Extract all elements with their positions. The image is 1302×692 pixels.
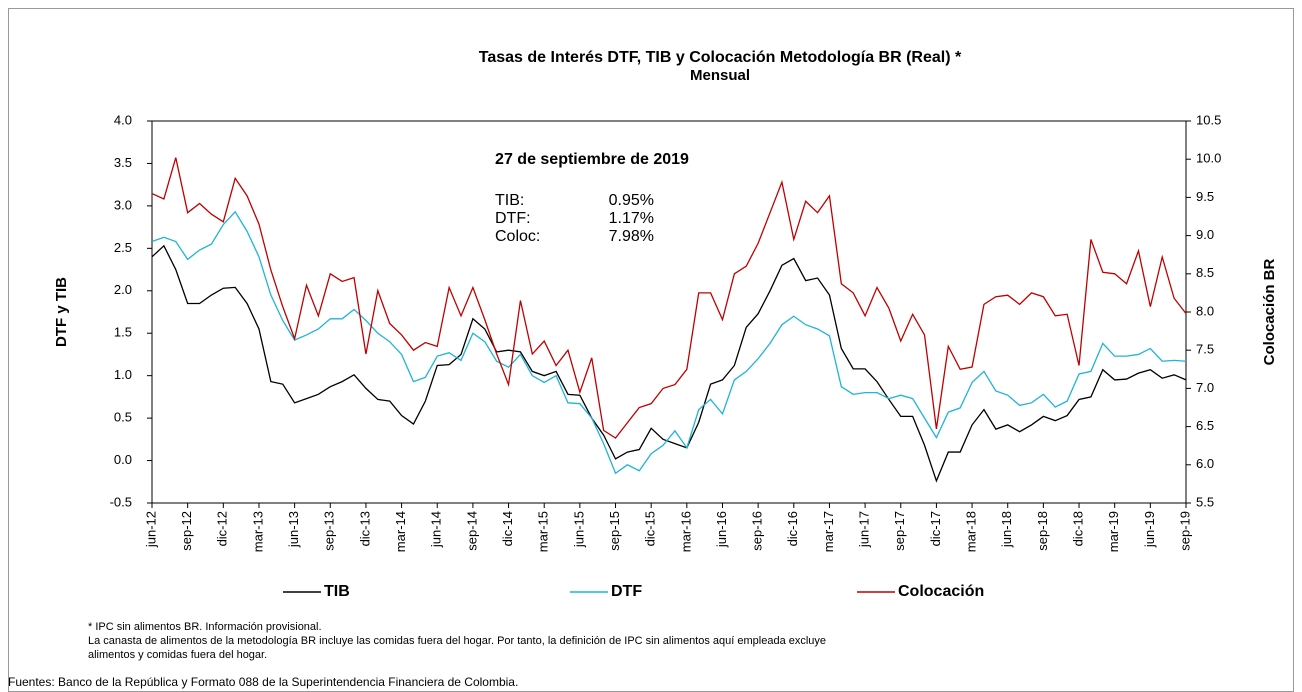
y2-axis-label: Colocación BR xyxy=(1261,258,1278,365)
annotation-label: Coloc: xyxy=(495,228,540,245)
annotation-label: TIB: xyxy=(495,192,524,209)
x-tick-label: jun-17 xyxy=(857,511,872,548)
chart-title: Tasas de Interés DTF, TIB y Colocación M… xyxy=(479,49,962,66)
x-tick-label: mar-14 xyxy=(393,511,408,552)
yticks-label: 3.5 xyxy=(114,155,132,170)
x-tick-label: sep-19 xyxy=(1177,511,1192,551)
y2ticks-label: 10.0 xyxy=(1196,151,1221,166)
x-tick-label: dic-12 xyxy=(215,511,230,546)
y2ticks-label: 7.5 xyxy=(1196,342,1214,357)
y2ticks-label: 7.0 xyxy=(1196,380,1214,395)
y2ticks-label: 8.0 xyxy=(1196,303,1214,318)
x-tick-label: jun-19 xyxy=(1142,511,1157,548)
x-tick-label: dic-17 xyxy=(928,511,943,546)
note: La canasta de alimentos de la metodologí… xyxy=(88,635,826,647)
note: * IPC sin alimentos BR. Información prov… xyxy=(88,621,322,633)
annotation-title: 27 de septiembre de 2019 xyxy=(495,151,689,168)
legend-label: Colocación xyxy=(898,583,984,600)
x-tick-label: jun-13 xyxy=(286,511,301,548)
yticks-label: 0.5 xyxy=(114,410,132,425)
annotation-label: DTF: xyxy=(495,210,531,227)
y2ticks-label: 6.0 xyxy=(1196,456,1214,471)
x-tick-label: jun-16 xyxy=(714,511,729,548)
x-tick-label: jun-14 xyxy=(429,511,444,548)
legend-label: DTF xyxy=(611,583,642,600)
y-axis-label: DTF y TIB xyxy=(53,277,70,347)
y2ticks-label: 9.0 xyxy=(1196,227,1214,242)
x-tick-label: dic-15 xyxy=(643,511,658,546)
y2ticks-label: 8.5 xyxy=(1196,265,1214,280)
x-tick-label: sep-18 xyxy=(1035,511,1050,551)
yticks-label: 4.0 xyxy=(114,112,132,127)
x-tick-label: dic-16 xyxy=(785,511,800,546)
x-tick-label: sep-15 xyxy=(607,511,622,551)
y2ticks-label: 9.5 xyxy=(1196,189,1214,204)
x-tick-label: mar-18 xyxy=(964,511,979,552)
yticks-label: 0.0 xyxy=(114,452,132,467)
yticks-label: 1.5 xyxy=(114,325,132,340)
x-tick-label: sep-12 xyxy=(179,511,194,551)
annotation-value: 7.98% xyxy=(609,228,654,245)
series-line xyxy=(151,157,1187,439)
x-tick-label: jun-15 xyxy=(571,511,586,548)
x-tick-label: sep-17 xyxy=(892,511,907,551)
annotation-value: 0.95% xyxy=(609,192,654,209)
x-tick-label: dic-14 xyxy=(500,511,515,546)
source: Fuentes: Banco de la República y Formato… xyxy=(8,675,518,689)
x-tick-label: jun-12 xyxy=(143,511,158,548)
x-tick-label: mar-13 xyxy=(250,511,265,552)
x-tick-label: sep-16 xyxy=(750,511,765,551)
annotation-value: 1.17% xyxy=(609,210,654,227)
y2ticks-label: 10.5 xyxy=(1196,112,1221,127)
series-line xyxy=(151,244,1187,483)
series-line xyxy=(151,210,1187,475)
legend-label: TIB xyxy=(324,583,350,600)
x-tick-label: mar-16 xyxy=(678,511,693,552)
note: alimentos y comidas fuera del hogar. xyxy=(88,649,267,661)
y2ticks-label: 5.5 xyxy=(1196,494,1214,509)
x-tick-label: jun-18 xyxy=(999,511,1014,548)
x-tick-label: mar-17 xyxy=(821,511,836,552)
chart-subtitle: Mensual xyxy=(690,67,750,84)
x-tick-label: dic-13 xyxy=(357,511,372,546)
yticks-label: 1.0 xyxy=(114,367,132,382)
plot-area xyxy=(151,120,1187,504)
x-tick-label: dic-18 xyxy=(1070,511,1085,546)
yticks-label: 2.5 xyxy=(114,240,132,255)
yticks-label: 3.0 xyxy=(114,197,132,212)
yticks-label: 2.0 xyxy=(114,282,132,297)
x-tick-label: sep-14 xyxy=(464,511,479,551)
x-tick-label: sep-13 xyxy=(322,511,337,551)
x-tick-label: mar-15 xyxy=(536,511,551,552)
frame xyxy=(8,8,1294,692)
x-tick-label: mar-19 xyxy=(1106,511,1121,552)
yticks-label: -0.5 xyxy=(110,494,132,509)
y2ticks-label: 6.5 xyxy=(1196,418,1214,433)
